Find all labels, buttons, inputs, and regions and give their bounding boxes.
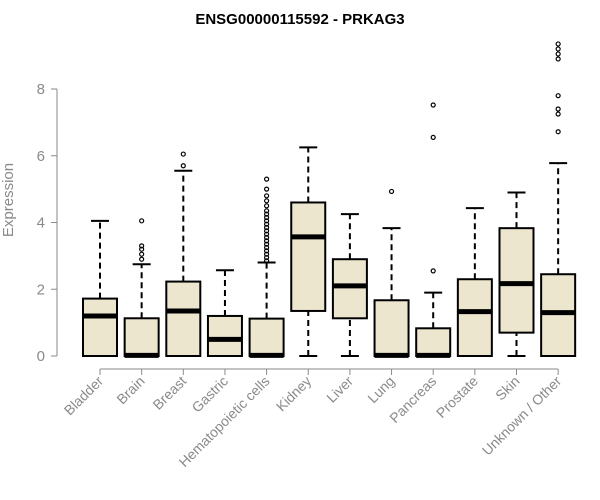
outlier-point bbox=[139, 246, 145, 252]
iqr-box bbox=[165, 280, 202, 358]
outlier-point bbox=[264, 228, 270, 234]
box-gastric bbox=[206, 269, 243, 358]
outlier-point bbox=[264, 224, 270, 231]
iqr-box bbox=[331, 258, 368, 320]
outlier-point bbox=[139, 243, 145, 249]
y-tick-label: 6 bbox=[37, 148, 45, 165]
box-lung bbox=[373, 188, 410, 358]
box-breast bbox=[165, 151, 202, 358]
iqr-box bbox=[456, 278, 493, 357]
outlier-point bbox=[264, 248, 270, 254]
boxes-group bbox=[82, 41, 577, 358]
outlier-point bbox=[264, 186, 270, 192]
iqr-box bbox=[540, 273, 577, 358]
iqr-box bbox=[498, 227, 535, 334]
outlier-point bbox=[388, 188, 395, 195]
outlier-point bbox=[180, 163, 186, 169]
outlier-point bbox=[264, 231, 270, 237]
outlier-point bbox=[264, 238, 270, 244]
outlier-point bbox=[139, 218, 145, 224]
box-skin bbox=[498, 191, 535, 357]
x-tick-label: Prostate bbox=[433, 373, 481, 421]
outlier-point bbox=[264, 251, 270, 257]
iqr-box bbox=[248, 317, 285, 357]
outlier-point bbox=[555, 41, 561, 47]
outlier-point bbox=[555, 46, 561, 52]
chart-title: ENSG00000115592 - PRKAG3 bbox=[195, 11, 404, 28]
outlier-point bbox=[555, 93, 561, 99]
outlier-point bbox=[264, 214, 270, 221]
box-kidney bbox=[290, 146, 327, 357]
iqr-box bbox=[123, 317, 160, 358]
outlier-point bbox=[430, 268, 436, 274]
outlier-point bbox=[555, 106, 561, 112]
outlier-point bbox=[264, 241, 270, 247]
outlier-point bbox=[264, 244, 270, 251]
iqr-box bbox=[415, 327, 452, 357]
x-tick-label: Bladder bbox=[61, 373, 107, 419]
outlier-point bbox=[555, 51, 561, 57]
x-tick-label: Breast bbox=[149, 373, 189, 413]
iqr-box bbox=[373, 299, 410, 358]
y-axis-label: Expression bbox=[0, 163, 17, 237]
x-tick-label: Lung bbox=[364, 373, 397, 406]
outlier-point bbox=[139, 251, 145, 257]
y-axis-ticks: 0 2 4 6 8 bbox=[37, 81, 57, 365]
outlier-point bbox=[264, 221, 270, 227]
outlier-point bbox=[264, 203, 270, 209]
outlier-point bbox=[264, 254, 270, 261]
outlier-point bbox=[430, 102, 436, 108]
box-brain bbox=[123, 218, 160, 358]
y-tick-label: 4 bbox=[37, 215, 45, 232]
outlier-point bbox=[264, 208, 270, 214]
outlier-point bbox=[264, 193, 270, 199]
box-unknown-other bbox=[540, 41, 577, 358]
outlier-point bbox=[264, 176, 270, 182]
outlier-point bbox=[555, 129, 561, 135]
x-tick-label: Liver bbox=[323, 373, 356, 406]
outlier-point bbox=[555, 111, 561, 117]
outlier-point bbox=[180, 151, 186, 157]
y-tick-label: 2 bbox=[37, 281, 45, 298]
x-tick-label: Kidney bbox=[273, 373, 315, 415]
outlier-point bbox=[430, 134, 436, 140]
box-bladder bbox=[82, 219, 118, 357]
y-tick-label: 8 bbox=[37, 81, 45, 98]
x-tick-label: Unknown / Other bbox=[479, 373, 565, 459]
iqr-box bbox=[82, 297, 118, 357]
outlier-point bbox=[264, 198, 270, 204]
outlier-point bbox=[555, 56, 561, 62]
box-liver bbox=[331, 213, 368, 357]
box-pancreas bbox=[415, 102, 452, 358]
outlier-point bbox=[264, 234, 270, 241]
outlier-point bbox=[264, 211, 270, 217]
x-tick-label: Skin bbox=[492, 373, 523, 404]
iqr-box bbox=[290, 201, 327, 312]
outlier-point bbox=[264, 218, 270, 224]
box-hematopoietic-cells bbox=[248, 176, 285, 358]
outlier-point bbox=[264, 258, 270, 264]
iqr-box bbox=[206, 314, 243, 358]
y-tick-label: 0 bbox=[37, 348, 45, 365]
x-tick-label: Brain bbox=[113, 373, 147, 407]
box-prostate bbox=[456, 207, 493, 357]
outlier-point bbox=[139, 256, 145, 262]
